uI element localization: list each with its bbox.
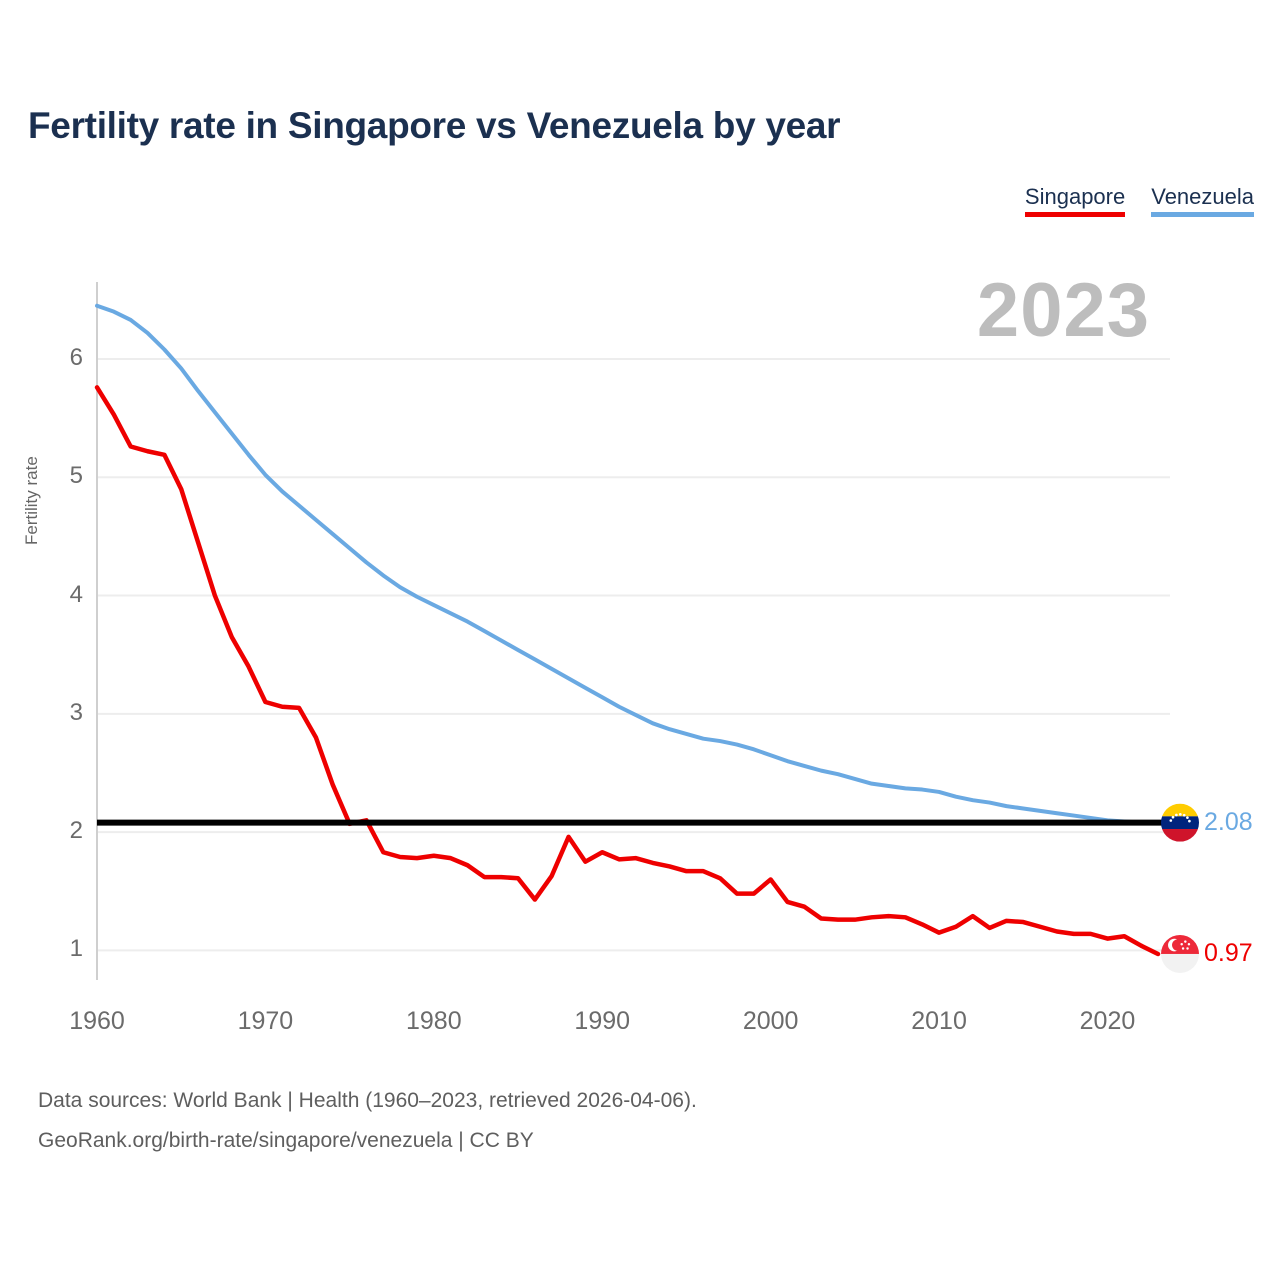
legend-item-venezuela[interactable]: Venezuela [1151, 184, 1254, 217]
y-tick-label: 1 [69, 935, 83, 963]
singapore-flag-icon [1161, 934, 1199, 973]
footer-attribution: GeoRank.org/birth-rate/singapore/venezue… [38, 1129, 534, 1152]
year-watermark: 2023 [976, 268, 1150, 353]
flag-markers [1161, 803, 1199, 973]
page-title: Fertility rate in Singapore vs Venezuela… [28, 105, 841, 146]
end-value-venezuela: 2.08 [1204, 807, 1253, 836]
venezuela-flag-icon [1161, 803, 1199, 842]
gridlines [97, 357, 1170, 952]
y-tick-label: 5 [69, 462, 83, 490]
legend-color-rule-venezuela [1151, 212, 1254, 217]
footer-data-sources: Data sources: World Bank | Health (1960–… [38, 1089, 697, 1112]
x-tick-label: 1980 [406, 1007, 462, 1035]
y-tick-label: 6 [69, 343, 83, 371]
y-tick-label: 2 [69, 817, 83, 845]
series-line-venezuela [95, 303, 1160, 825]
y-tick-label: 4 [69, 580, 83, 608]
x-tick-label: 2010 [911, 1007, 967, 1035]
x-tick-label: 1960 [69, 1007, 125, 1035]
chart-legend: Singapore Venezuela [1024, 184, 1254, 217]
legend-color-rule-singapore [1024, 212, 1126, 217]
legend-label-singapore: Singapore [1024, 184, 1126, 209]
series-lines [94, 303, 1161, 957]
x-tick-label: 2020 [1079, 1007, 1136, 1035]
x-tick-label: 1990 [574, 1007, 631, 1035]
legend-item-singapore[interactable]: Singapore [1024, 184, 1126, 217]
x-tick-label: 2000 [742, 1007, 799, 1035]
end-value-singapore: 0.97 [1204, 938, 1253, 967]
y-tick-label: 3 [69, 698, 83, 726]
series-line-singapore [94, 385, 1161, 957]
legend-label-venezuela: Venezuela [1151, 184, 1254, 209]
x-tick-label: 1970 [237, 1007, 294, 1035]
